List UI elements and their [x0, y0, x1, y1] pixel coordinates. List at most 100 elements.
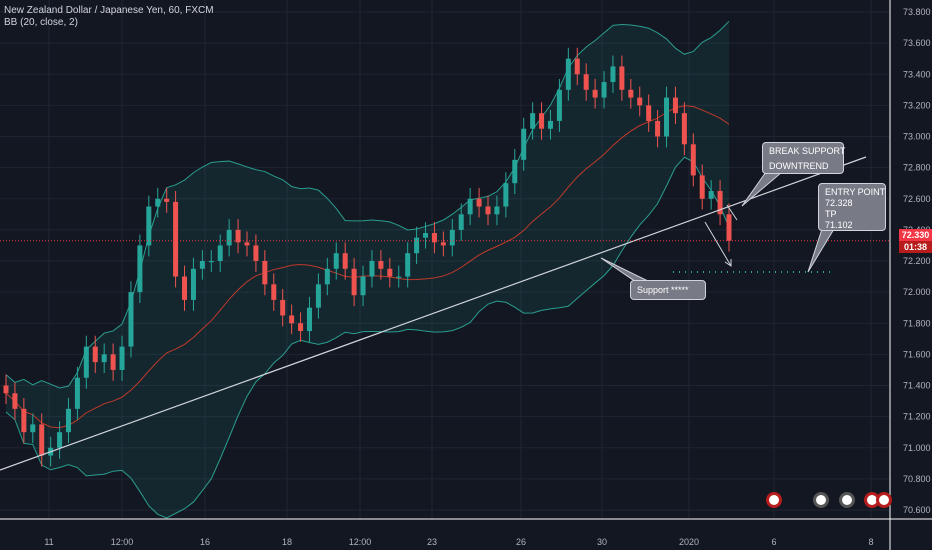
support-callout[interactable]: Support *****	[630, 280, 706, 300]
indicator-legend[interactable]: BB (20, close, 2)	[4, 17, 78, 28]
candle	[610, 66, 616, 83]
price-tick-label: 72.800	[903, 163, 931, 173]
candle	[681, 113, 687, 145]
candle	[539, 113, 545, 129]
downtrend-label: DOWNTREND	[769, 161, 829, 171]
price-tick-label: 73.800	[903, 7, 931, 17]
candle	[271, 284, 277, 300]
candle	[182, 276, 188, 300]
candle	[39, 424, 45, 456]
candle	[503, 183, 509, 207]
candle	[262, 261, 268, 285]
candle	[601, 82, 607, 98]
candle	[521, 128, 527, 160]
candle	[556, 89, 562, 121]
candle	[396, 276, 402, 278]
price-tick-label: 71.800	[903, 318, 931, 328]
candle	[298, 323, 304, 332]
candle	[253, 245, 259, 261]
candle	[530, 113, 536, 129]
price-tick-label: 71.200	[903, 412, 931, 422]
comment-icon[interactable]	[813, 492, 829, 508]
time-tick-label: 26	[516, 537, 526, 547]
candle	[708, 190, 714, 199]
candle	[306, 307, 312, 332]
candle	[190, 268, 196, 300]
candle	[289, 315, 295, 324]
candle	[646, 105, 652, 121]
bollinger-upper-line	[5, 20, 730, 389]
candle	[655, 120, 661, 137]
candle	[110, 354, 116, 370]
candle	[21, 408, 27, 433]
price-tick-label: 73.000	[903, 132, 931, 142]
candle	[351, 268, 357, 296]
time-tick-label: 16	[200, 537, 210, 547]
candle	[65, 408, 71, 433]
candle	[664, 97, 670, 137]
time-tick-label: 2020	[679, 537, 699, 547]
price-tick-label: 73.400	[903, 69, 931, 79]
candle	[494, 206, 500, 215]
candle	[637, 97, 643, 106]
double-record-icon[interactable]	[876, 492, 892, 508]
candle	[476, 198, 482, 207]
candle	[199, 261, 205, 269]
candle	[226, 229, 232, 246]
entry-point-callout[interactable]: ENTRY POINT 72.328 TP 71.102	[818, 183, 886, 231]
candle	[74, 377, 80, 409]
candle	[324, 268, 330, 285]
candle	[57, 432, 63, 448]
candle	[405, 253, 411, 277]
time-tick-label: 30	[597, 537, 607, 547]
price-tick-label: 71.000	[903, 443, 931, 453]
time-tick-label: 12:00	[349, 537, 372, 547]
candle	[315, 284, 321, 308]
tp-value: 71.102	[825, 220, 853, 230]
projection-arrow	[726, 204, 738, 221]
candle	[360, 276, 366, 296]
candle	[458, 214, 464, 230]
candle	[83, 346, 89, 378]
break-support-label: BREAK SUPPORT	[769, 146, 846, 156]
price-tick-label: 72.000	[903, 287, 931, 297]
candle	[449, 229, 455, 246]
time-tick-label: 12:00	[111, 537, 134, 547]
time-tick-label: 18	[282, 537, 292, 547]
candle	[574, 58, 580, 75]
entry-point-label: ENTRY POINT	[825, 187, 886, 197]
candle	[12, 393, 18, 409]
candle	[244, 242, 250, 246]
candle	[628, 89, 634, 98]
price-tick-label: 71.400	[903, 381, 931, 391]
countdown-tag: 01:38	[899, 241, 932, 253]
symbol-legend[interactable]: New Zealand Dollar / Japanese Yen, 60, F…	[4, 5, 214, 16]
time-tick-label: 8	[868, 537, 873, 547]
comment-icon[interactable]	[839, 492, 855, 508]
candle	[512, 159, 518, 184]
candle	[485, 206, 491, 215]
candle	[146, 206, 152, 246]
candle	[414, 237, 420, 254]
price-tick-label: 70.600	[903, 505, 931, 515]
candle	[619, 66, 625, 90]
entry-callout-pointer	[807, 228, 835, 273]
time-tick-label: 23	[427, 537, 437, 547]
candle	[690, 144, 696, 176]
entry-point-value: 72.328	[825, 198, 853, 208]
candle	[565, 58, 571, 90]
candle	[583, 74, 589, 90]
projection-arrowhead	[724, 259, 732, 267]
support-trendline	[0, 156, 867, 471]
candle	[440, 242, 446, 246]
candle	[369, 261, 375, 277]
candle	[208, 261, 214, 263]
record-icon[interactable]	[766, 492, 782, 508]
candle	[92, 346, 98, 363]
candle	[280, 299, 286, 316]
break-support-callout[interactable]: BREAK SUPPORT DOWNTREND	[762, 142, 846, 174]
candle	[717, 190, 723, 215]
candle	[30, 424, 36, 433]
